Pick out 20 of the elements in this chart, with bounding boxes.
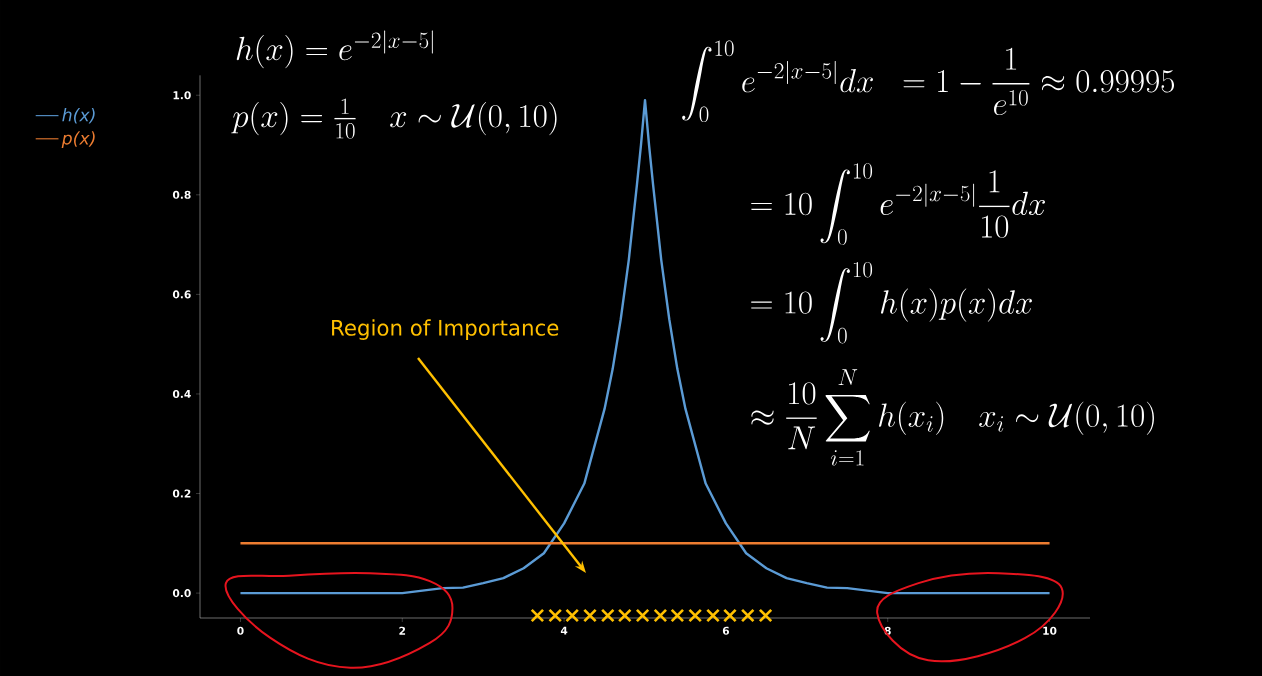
legend-label: h(x) xyxy=(62,108,95,124)
y-tick-label: 0.8 xyxy=(172,190,191,199)
y-tick-label: 0.0 xyxy=(172,589,191,598)
legend-label: p(x) xyxy=(61,131,95,148)
annotation: $\int_0^{10} e^{-2|x-5|}dx \;\; = 1 - \frac{1}{e^{10}} \approx 0.99995$ xyxy=(682,40,1175,123)
y-tick-label: 0.6 xyxy=(172,290,191,299)
y-tick-label: 0.2 xyxy=(172,489,191,498)
x-tick-label: 10 xyxy=(1043,626,1057,635)
annotation: $p(x) = \frac{1}{10} \quad x \sim \mathcal{U}(0,10)$ xyxy=(231,98,557,139)
x-tick-label: 2 xyxy=(399,626,406,635)
y-tick-label: 0.4 xyxy=(172,389,191,398)
annotation: $= 10\int_0^{10} h(x)p(x)dx$ xyxy=(751,261,1032,344)
y-tick-label: 1.0 xyxy=(173,91,191,100)
x-tick-label: 0 xyxy=(237,626,244,635)
text: $h(x) = e^{-2|x-5|}$ xyxy=(236,30,433,69)
annotation: $= 10\int_0^{10} e^{-2|x-5|}\frac{1}{10}dx$ xyxy=(751,163,1045,245)
annotation: Region of Importance xyxy=(332,319,559,340)
annotation: $\approx \frac{10}{N}\sum_{i=1}^{N} h(x_i) \quad x_i \sim \mathcal{U}(0,10)$ xyxy=(751,369,1154,466)
x-tick-label: 4 xyxy=(560,626,568,635)
x-tick-label: 6 xyxy=(722,626,730,635)
